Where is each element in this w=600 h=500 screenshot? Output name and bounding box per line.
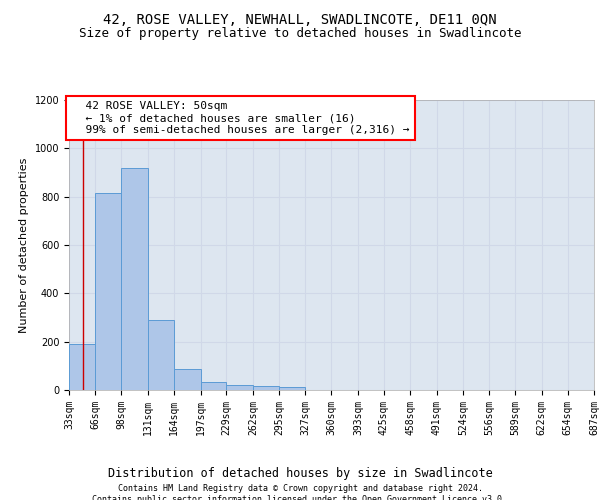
Text: Size of property relative to detached houses in Swadlincote: Size of property relative to detached ho… bbox=[79, 28, 521, 40]
Text: Contains HM Land Registry data © Crown copyright and database right 2024.: Contains HM Land Registry data © Crown c… bbox=[118, 484, 482, 493]
Text: Contains public sector information licensed under the Open Government Licence v3: Contains public sector information licen… bbox=[92, 495, 508, 500]
Text: 42 ROSE VALLEY: 50sqm
  ← 1% of detached houses are smaller (16)
  99% of semi-d: 42 ROSE VALLEY: 50sqm ← 1% of detached h… bbox=[71, 102, 409, 134]
Text: 42, ROSE VALLEY, NEWHALL, SWADLINCOTE, DE11 0QN: 42, ROSE VALLEY, NEWHALL, SWADLINCOTE, D… bbox=[103, 12, 497, 26]
Bar bbox=[253, 386, 280, 390]
Bar bbox=[121, 168, 148, 390]
Bar bbox=[174, 368, 200, 390]
Text: Distribution of detached houses by size in Swadlincote: Distribution of detached houses by size … bbox=[107, 468, 493, 480]
Bar bbox=[69, 344, 95, 390]
Y-axis label: Number of detached properties: Number of detached properties bbox=[19, 158, 29, 332]
Bar bbox=[226, 384, 253, 390]
Bar bbox=[148, 320, 174, 390]
Bar bbox=[95, 193, 121, 390]
Bar bbox=[280, 387, 305, 390]
Bar bbox=[200, 382, 226, 390]
